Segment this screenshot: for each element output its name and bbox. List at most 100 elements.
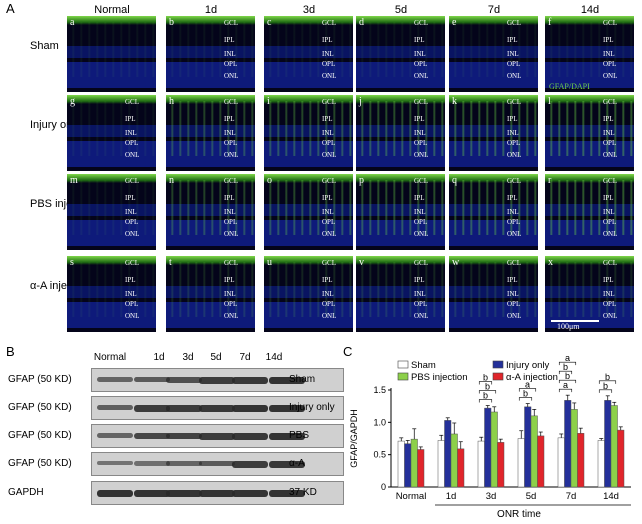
panel-a-letter: A [6, 1, 15, 16]
layer-label-opl: OPL [224, 218, 238, 226]
layer-label-gcl: GCL [603, 98, 617, 106]
blot-band [134, 490, 170, 497]
layer-label-ipl: IPL [603, 194, 614, 202]
significance-bracket [518, 397, 533, 401]
blot-strip-2 [91, 424, 344, 448]
layer-label-onl: ONL [414, 312, 429, 320]
blot-band [269, 377, 305, 384]
layer-label-gcl: GCL [322, 19, 336, 27]
micrograph-x: x GCL IPL INL OPL ONL 100μm [545, 256, 634, 332]
blot-right-label-2: PBS [289, 430, 310, 441]
layer-label-gcl: GCL [507, 98, 521, 106]
y-axis-label: GFAP/GAPDH [349, 409, 359, 468]
y-tick-label: 0 [381, 482, 386, 492]
layer-label-onl: ONL [125, 312, 140, 320]
blot-lane-0: Normal [93, 352, 127, 363]
blot-left-label-4: GAPDH [8, 487, 44, 498]
layer-label-opl: OPL [603, 60, 617, 68]
bar [557, 437, 565, 488]
micrograph-d: d GCL IPL INL OPL ONL [356, 16, 445, 92]
blot-strip-3 [91, 452, 344, 476]
layer-label-gcl: GCL [603, 19, 617, 27]
micrograph-letter: h [169, 96, 174, 107]
layer-label-inl: INL [507, 50, 519, 58]
micrograph-g: g GCL IPL INL OPL ONL [67, 95, 156, 171]
layer-label-ipl: IPL [507, 276, 518, 284]
layer-label-gcl: GCL [414, 259, 428, 267]
layer-label-opl: OPL [507, 218, 521, 226]
x-tick-label: 1d [446, 491, 457, 502]
bar [530, 415, 538, 488]
scale-bar [551, 320, 599, 322]
micrograph-q: q GCL IPL INL OPL ONL [449, 174, 538, 250]
column-header-5: 14d [580, 4, 600, 16]
layer-label-ipl: IPL [603, 276, 614, 284]
micrograph-w: w GCL IPL INL OPL ONL [449, 256, 538, 332]
bar [537, 435, 545, 488]
blot-band [134, 405, 170, 412]
bar [517, 438, 525, 488]
layer-label-ipl: IPL [125, 115, 136, 123]
layer-label-opl: OPL [322, 60, 336, 68]
blot-band [166, 461, 202, 466]
significance-label: b [563, 362, 568, 372]
layer-label-onl: ONL [322, 151, 337, 159]
blot-lane-2: 3d [182, 352, 194, 363]
significance-bracket [598, 389, 613, 393]
bar [437, 440, 445, 488]
layer-label-opl: OPL [224, 60, 238, 68]
layer-label-ipl: IPL [322, 36, 333, 44]
micrograph-b: b GCL IPL INL OPL ONL [166, 16, 255, 92]
blot-band [269, 490, 305, 497]
x-axis-label: ONR time [497, 509, 541, 520]
micrograph-r: r GCL IPL INL OPL ONL [545, 174, 634, 250]
legend-swatch-0 [397, 360, 409, 369]
column-header-2: 3d [302, 4, 316, 16]
significance-label: a [565, 356, 570, 363]
y-tick-label: 1.0 [373, 417, 386, 427]
layer-label-inl: INL [507, 290, 519, 298]
micrograph-letter: w [452, 257, 460, 268]
bar [444, 420, 452, 488]
bar [577, 433, 585, 488]
blot-right-label-0: Sham [289, 374, 316, 385]
micrograph-letter: q [452, 175, 457, 186]
layer-label-ipl: IPL [414, 115, 425, 123]
layer-label-inl: INL [603, 290, 615, 298]
bar [524, 406, 532, 488]
x-tick-label: 7d [566, 491, 577, 502]
layer-label-inl: INL [414, 290, 426, 298]
layer-label-ipl: IPL [224, 36, 235, 44]
layer-label-opl: OPL [322, 218, 336, 226]
significance-bracket [478, 399, 493, 403]
micrograph-t: t GCL IPL INL OPL ONL [166, 256, 255, 332]
micrograph-letter: x [548, 257, 553, 268]
significance-label: b [523, 389, 528, 399]
layer-label-inl: INL [125, 290, 137, 298]
layer-label-opl: OPL [125, 139, 139, 147]
layer-label-onl: ONL [603, 72, 618, 80]
significance-label: a [525, 380, 530, 390]
layer-label-ipl: IPL [224, 276, 235, 284]
column-header-4: 7d [487, 4, 501, 16]
bar [610, 405, 618, 488]
micrograph-n: n GCL IPL INL OPL ONL [166, 174, 255, 250]
blot-left-label-3: GFAP (50 KD) [8, 458, 72, 469]
significance-label: b [483, 373, 488, 383]
blot-band [134, 433, 170, 440]
bar [477, 440, 485, 488]
legend-swatch-3 [492, 372, 504, 381]
micrograph-letter: v [359, 257, 364, 268]
legend-label-0: Sham [411, 360, 436, 371]
layer-label-inl: INL [603, 129, 615, 137]
blot-right-label-1: Injury only [289, 402, 335, 413]
micrograph-letter: e [452, 17, 457, 28]
micrograph-letter: r [548, 175, 552, 186]
legend-label-1: Injury only [506, 360, 550, 371]
x-tick-label: 3d [486, 491, 497, 502]
scale-label: 100μm [557, 322, 580, 331]
micrograph-letter: d [359, 17, 364, 28]
layer-label-onl: ONL [322, 72, 337, 80]
layer-label-gcl: GCL [603, 259, 617, 267]
layer-label-inl: INL [125, 208, 137, 216]
